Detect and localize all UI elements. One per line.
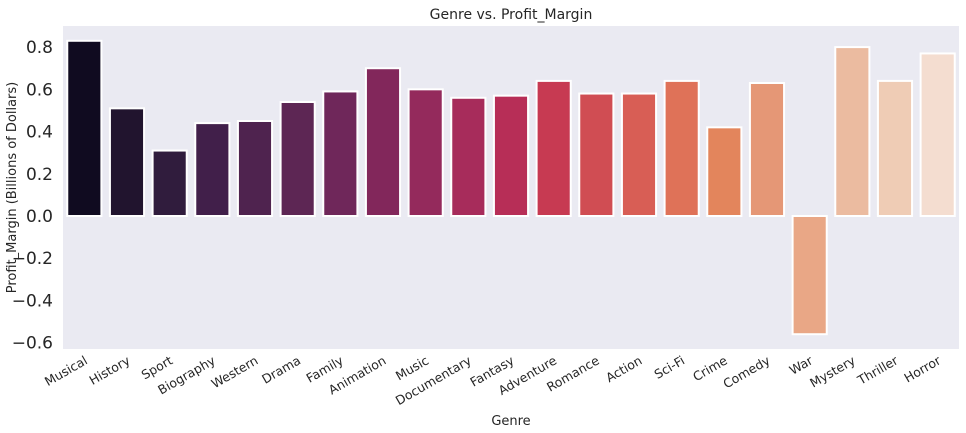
bar-fantasy xyxy=(492,94,530,217)
x-tick-label: Western xyxy=(209,353,261,392)
bar-sport xyxy=(151,149,188,217)
bar-family xyxy=(322,90,359,217)
bar-war xyxy=(791,215,828,336)
bar-horror xyxy=(919,52,956,217)
bar-action xyxy=(620,92,658,217)
x-tick-label: Horror xyxy=(901,352,944,385)
x-tick-label: History xyxy=(86,352,133,388)
y-tick-label: −0.4 xyxy=(12,291,53,311)
y-tick-label: 0.8 xyxy=(26,38,53,58)
bar-sci-fi xyxy=(663,79,700,217)
x-tick-label: Sci-Fi xyxy=(651,353,687,382)
x-tick-label: Thriller xyxy=(854,352,901,388)
bars-group xyxy=(66,39,956,336)
x-tick-label: Comedy xyxy=(720,352,773,391)
y-tick-label: 0.2 xyxy=(26,165,53,185)
bar-music xyxy=(407,88,444,217)
chart-title: Genre vs. Profit_Margin xyxy=(430,7,593,23)
bar-animation xyxy=(364,67,402,217)
bar-thriller xyxy=(876,79,914,217)
bar-biography xyxy=(194,122,231,217)
bar-comedy xyxy=(748,82,786,217)
y-tick-label: 0.0 xyxy=(26,207,53,227)
bar-mystery xyxy=(834,46,871,217)
bar-crime xyxy=(706,126,743,217)
bar-drama xyxy=(279,101,316,217)
y-tick-label: 0.4 xyxy=(26,123,53,143)
bar-adventure xyxy=(535,79,572,217)
y-axis-label: Profit_Margin (Billions of Dollars) xyxy=(5,82,20,294)
bar-romance xyxy=(578,92,615,217)
x-axis-label: Genre xyxy=(491,414,530,429)
y-tick-label: 0.6 xyxy=(26,80,53,100)
x-tick-label: Action xyxy=(603,353,644,386)
y-axis-ticks: −0.6 −0.4 −0.2 0.0 0.2 0.4 0.6 0.8 xyxy=(12,38,53,354)
x-tick-label: Mystery xyxy=(807,352,858,390)
y-tick-label: −0.6 xyxy=(12,334,53,354)
x-tick-label: Drama xyxy=(259,353,303,387)
bar-western xyxy=(236,120,274,217)
bar-history xyxy=(108,107,146,217)
x-tick-label: Musical xyxy=(42,353,90,389)
bar-documentary xyxy=(450,96,487,217)
y-tick-label: −0.2 xyxy=(12,249,53,269)
bar-musical xyxy=(66,39,103,218)
